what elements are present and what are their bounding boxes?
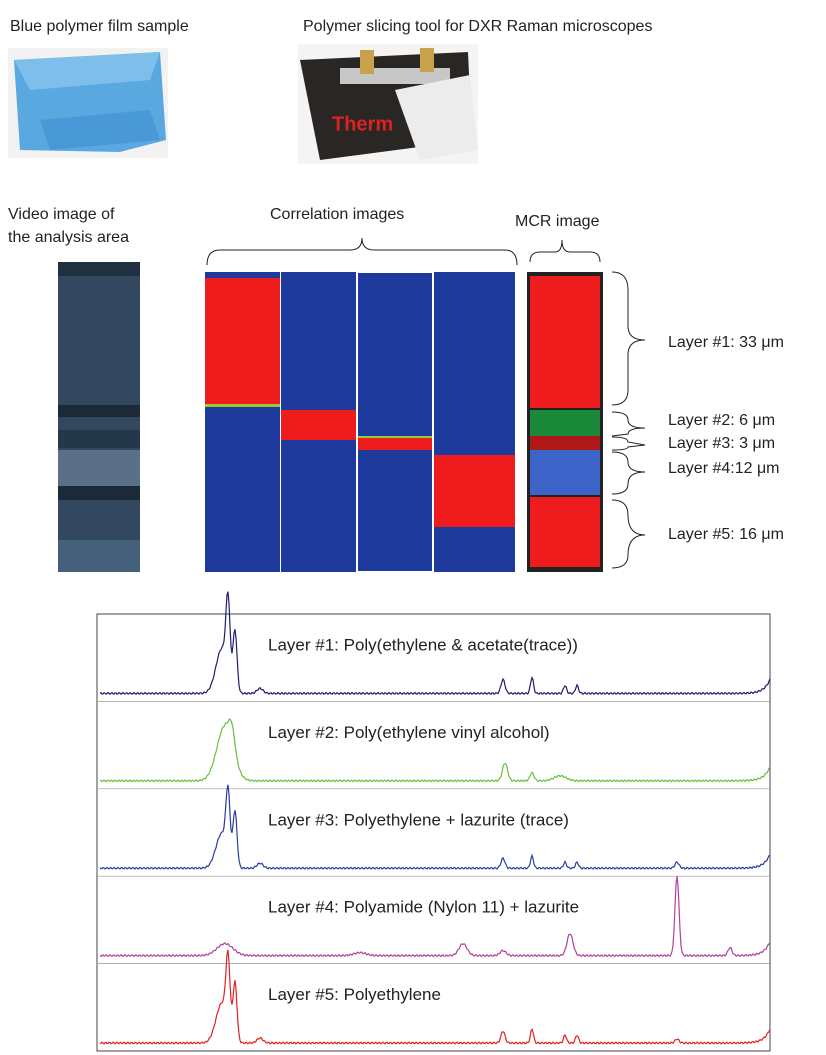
correlation-caption: Correlation images [270, 206, 404, 223]
layer-label: Layer #1: 33 μm [668, 334, 784, 351]
brace [611, 436, 646, 451]
mcr-caption: MCR image [515, 213, 600, 230]
layer-label: Layer #2: 6 μm [668, 412, 775, 429]
spectrum-label: Layer #4: Polyamide (Nylon 11) + lazurit… [268, 898, 579, 917]
brace [611, 411, 646, 437]
spectrum-label: Layer #1: Poly(ethylene & acetate(trace)… [268, 635, 578, 654]
brace [611, 451, 646, 495]
spectra: Layer #1: Poly(ethylene & acetate(trace)… [97, 591, 771, 1045]
video-caption: the analysis area [8, 229, 129, 246]
layer-label: Layer #5: 16 μm [668, 526, 784, 543]
spectrum [99, 591, 771, 696]
brace [529, 239, 601, 263]
spectrum-label: Layer #3: Polyethylene + lazurite (trace… [268, 810, 569, 829]
brace [611, 499, 646, 569]
spectrum [99, 876, 771, 958]
spectrum [99, 718, 771, 783]
brace [206, 237, 518, 266]
video-caption: Video image of [8, 206, 115, 223]
layer-label: Layer #3: 3 μm [668, 435, 775, 452]
brace [611, 271, 646, 406]
video-image [58, 262, 140, 572]
svg-text:Therm: Therm [332, 113, 393, 135]
spectra-frame [96, 613, 771, 1052]
film-photo [8, 48, 168, 158]
spectrum [99, 949, 771, 1045]
spectrum [99, 784, 771, 870]
film-caption: Blue polymer film sample [10, 18, 189, 35]
tool-caption: Polymer slicing tool for DXR Raman micro… [303, 18, 652, 35]
correlation-images [205, 271, 515, 573]
layer-label: Layer #4:12 μm [668, 460, 780, 477]
mcr-image [527, 272, 603, 572]
tool-photo: Therm [298, 44, 478, 164]
spectrum-label: Layer #5: Polyethylene [268, 985, 441, 1004]
spectrum-label: Layer #2: Poly(ethylene vinyl alcohol) [268, 723, 550, 742]
